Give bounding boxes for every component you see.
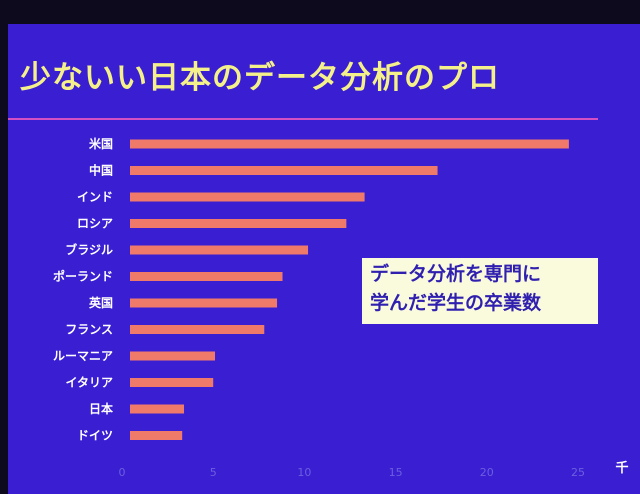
annotation-line-1: データ分析を専門に — [370, 263, 542, 285]
bar — [130, 272, 283, 281]
annotation-box: データ分析を専門に 学んだ学生の卒業数 — [362, 258, 598, 324]
x-tick-label: 10 — [297, 466, 311, 479]
x-tick-label: 15 — [389, 466, 403, 479]
bar — [130, 298, 278, 308]
bar — [130, 166, 438, 175]
bar — [130, 192, 365, 202]
category-label: 英国 — [89, 295, 113, 310]
x-tick-label: 5 — [210, 466, 217, 479]
bar — [130, 219, 347, 228]
title-underline — [8, 118, 598, 120]
category-label: ロシア — [77, 217, 113, 231]
bar — [130, 325, 265, 334]
bar — [130, 404, 185, 414]
category-label: イタリア — [65, 376, 113, 390]
x-tick-label: 25 — [571, 466, 585, 479]
x-tick-label: 0 — [119, 466, 126, 479]
category-label: 米国 — [89, 136, 113, 151]
category-label: 日本 — [89, 401, 113, 416]
category-label: ルーマニア — [53, 349, 113, 363]
category-label: ブラジル — [65, 242, 113, 257]
bar — [130, 351, 216, 361]
bar — [130, 139, 569, 149]
x-axis-unit-label: 千 — [615, 460, 628, 476]
bar — [130, 378, 214, 387]
category-label: 中国 — [89, 163, 113, 178]
slide-title: 少ないい日本のデータ分析のプロ — [20, 60, 500, 96]
category-label: インド — [77, 190, 113, 204]
category-label: フランス — [65, 323, 113, 337]
bar — [130, 431, 183, 440]
annotation-line-2: 学んだ学生の卒業数 — [370, 292, 542, 314]
bar — [130, 245, 309, 255]
category-label: ポーランド — [53, 269, 113, 284]
x-tick-label: 20 — [480, 466, 494, 479]
category-label: ドイツ — [77, 429, 113, 443]
